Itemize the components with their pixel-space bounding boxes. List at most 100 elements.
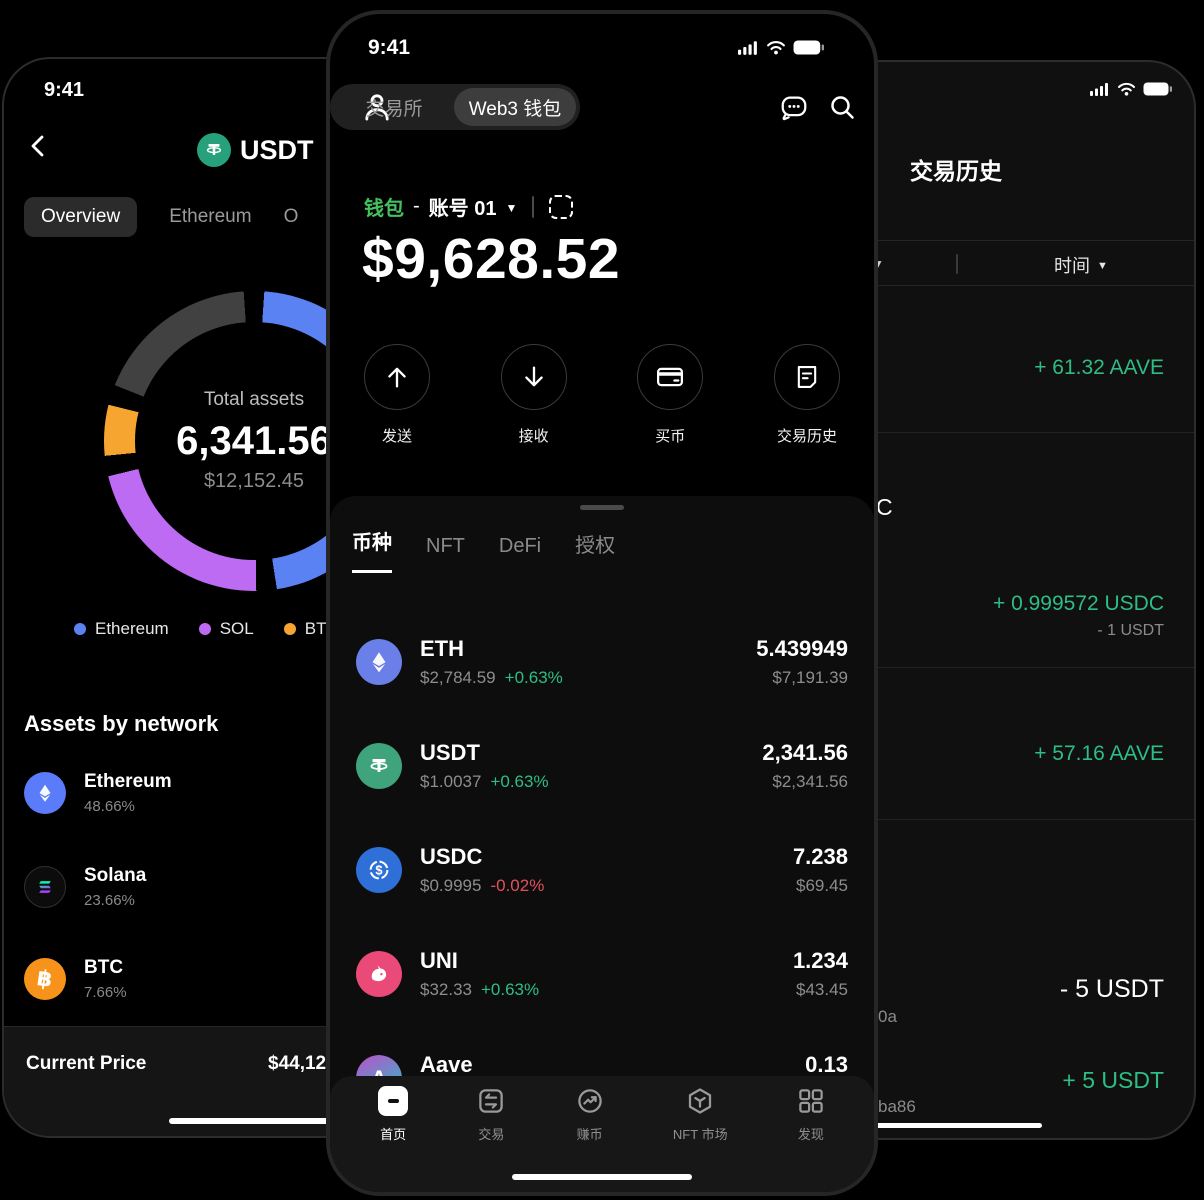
network-percent: 7.66%	[84, 984, 127, 1001]
nav-label: 发现	[797, 1127, 824, 1142]
wallet-label: 钱包	[364, 198, 404, 220]
coin-value: $69.45	[796, 876, 848, 895]
legend-label: SOL	[219, 619, 254, 638]
time-filter-dropdown[interactable]: 时间 ▼	[1054, 252, 1108, 278]
action-label: 买币	[655, 428, 686, 445]
network-percent: 48.66%	[84, 798, 135, 815]
transaction-amount[interactable]: + 57.16 AAVE	[1034, 742, 1164, 765]
current-price-label: Current Price	[26, 1053, 147, 1074]
coin-symbol: ETH	[420, 636, 464, 661]
donut-total-amount: 6,341.56	[176, 419, 332, 463]
send-button[interactable]: 发送	[364, 344, 430, 446]
coin-amount: 0.13	[805, 1052, 848, 1077]
divider	[562, 432, 1194, 433]
search-icon[interactable]	[827, 92, 857, 122]
network-row-solana[interactable]: Solana 23.66%	[24, 865, 146, 909]
legend-label: Ethereum	[95, 619, 169, 638]
tab-web3-wallet[interactable]: Web3 钱包	[454, 88, 576, 126]
coin-value: $7,191.39	[772, 668, 848, 687]
tab-ethereum[interactable]: Ethereum	[169, 206, 252, 227]
tab-coins[interactable]: 币种	[352, 526, 392, 573]
tab-partial[interactable]: O	[283, 206, 299, 227]
quick-actions: 发送 接收 买币 交易历史	[330, 344, 874, 446]
dash: -	[413, 195, 420, 217]
coin-row-usdc[interactable]: $ USDC $0.9995 -0.02% 7.238 $69.45	[330, 818, 874, 922]
coin-value: $43.45	[796, 980, 848, 999]
coin-symbol: Aave	[420, 1052, 473, 1077]
usdc-icon: $	[356, 847, 402, 893]
nav-trade[interactable]: 交易	[476, 1086, 506, 1143]
home-indicator[interactable]	[512, 1174, 692, 1180]
transaction-amount[interactable]: + 61.32 AAVE	[1034, 356, 1164, 379]
profile-icon[interactable]	[360, 90, 394, 124]
chevron-down-icon: ▼	[505, 201, 518, 215]
coin-row-uni[interactable]: UNI $32.33 +0.63% 1.234 $43.45	[330, 922, 874, 1026]
chat-icon[interactable]	[779, 92, 809, 122]
page-title: USDT	[240, 135, 314, 165]
back-icon[interactable]	[24, 131, 54, 161]
coin-amount: 1.234	[792, 948, 848, 973]
coin-amount: 7.238	[792, 844, 848, 869]
legend-item-ethereum: Ethereum	[74, 619, 169, 639]
coin-symbol: UNI	[420, 948, 458, 973]
wallet-account-row[interactable]: 钱包 - 账号 01 ▼	[364, 192, 574, 221]
tab-defi[interactable]: DeFi	[498, 535, 542, 557]
scan-icon[interactable]	[549, 194, 574, 219]
wifi-icon	[1118, 82, 1135, 96]
nav-discover[interactable]: 发现	[796, 1086, 826, 1143]
left-phone-tabs: Overview Ethereum O	[24, 197, 298, 237]
tab-nft[interactable]: NFT	[426, 535, 465, 557]
uni-icon	[356, 951, 402, 997]
drag-handle[interactable]	[580, 505, 624, 510]
arrow-up-icon	[364, 344, 430, 410]
status-time: 9:41	[368, 36, 411, 59]
document-icon	[773, 344, 840, 410]
nav-nft-market[interactable]: NFT 市场	[673, 1086, 728, 1143]
solana-icon	[24, 866, 66, 908]
coin-row-usdt[interactable]: USDT $1.0037 +0.63% 2,341.56 $2,341.56	[330, 714, 874, 818]
coin-amount: 2,341.56	[762, 740, 848, 765]
network-row-ethereum[interactable]: Ethereum 48.66%	[24, 771, 172, 815]
coin-symbol: USDT	[420, 740, 480, 765]
home-icon	[378, 1086, 409, 1116]
legend-dot-ethereum	[74, 623, 86, 635]
nav-home[interactable]: 首页	[378, 1086, 409, 1143]
coin-price: $0.9995	[420, 876, 482, 895]
network-row-btc[interactable]: ฿ BTC 7.66%	[24, 957, 127, 1001]
transaction-address-fragment: ba86	[878, 1097, 916, 1116]
tab-overview[interactable]: Overview	[24, 197, 138, 237]
eth-icon	[356, 639, 402, 685]
center-phone-web3-wallet: 9:41 交易所 Web3 钱包 钱包 - 账号 01 ▼	[326, 10, 878, 1196]
transaction-address-fragment: 0a	[878, 1007, 897, 1026]
home-indicator[interactable]	[862, 1123, 1042, 1128]
usdt-icon	[356, 743, 402, 789]
buy-crypto-button[interactable]: 买币	[637, 344, 704, 446]
svg-text:$: $	[375, 862, 382, 877]
transaction-history-button[interactable]: 交易历史	[773, 344, 840, 446]
trade-icon	[479, 1089, 504, 1113]
discover-icon	[799, 1089, 823, 1113]
action-label: 发送	[381, 428, 412, 445]
tab-exchange[interactable]: 交易所	[365, 98, 423, 120]
coin-price: $32.33	[420, 980, 472, 999]
nav-label: NFT 市场	[672, 1127, 728, 1142]
account-label: 账号 01	[428, 198, 497, 220]
tab-approvals[interactable]: 授权	[575, 535, 616, 557]
transaction-amount[interactable]: + 5 USDT	[1062, 1067, 1164, 1093]
coin-row-eth[interactable]: ETH $2,784.59 +0.63% 5.439949 $7,191.39	[330, 610, 874, 714]
total-balance: $9,628.52	[362, 227, 621, 291]
segmented-control: 交易所 Web3 钱包	[330, 84, 580, 130]
header: 交易所 Web3 钱包	[330, 84, 874, 134]
donut-legend: Ethereum SOL BTC	[74, 619, 339, 639]
coin-value: $2,341.56	[772, 772, 848, 791]
transaction-amount[interactable]: + 0.999572 USDC	[992, 592, 1164, 615]
home-indicator[interactable]	[169, 1118, 389, 1124]
receive-button[interactable]: 接收	[500, 344, 567, 446]
transaction-amount[interactable]: - 5 USDT	[1059, 975, 1164, 1003]
divider	[562, 667, 1194, 668]
signal-icon	[738, 41, 757, 55]
nav-earn[interactable]: 赚币	[575, 1086, 605, 1143]
signal-icon	[1090, 83, 1108, 96]
divider	[562, 819, 1194, 820]
